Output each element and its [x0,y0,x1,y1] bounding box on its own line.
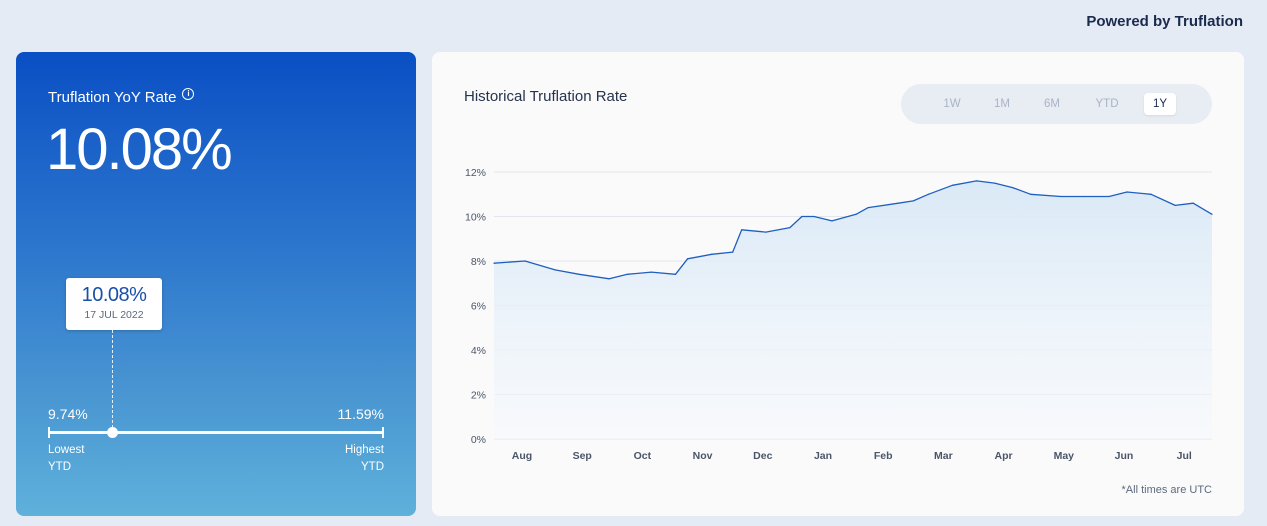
data-point [1211,213,1213,215]
rate-card: Truflation YoY Rate i 10.08% 10.08% 17 J… [16,52,416,516]
range-start-tick [48,427,50,438]
powered-by-label[interactable]: Powered by Truflation [1086,13,1243,30]
timezone-footnote: *All times are UTC [1121,484,1212,496]
data-point [1084,195,1086,198]
range-track [48,431,384,434]
data-point [554,269,556,271]
range-low-label: Lowest YTD [48,442,84,476]
data-point [493,262,495,264]
y-tick-label: 2% [471,390,486,402]
y-tick-label: 0% [471,434,486,446]
data-point [927,193,929,195]
data-point [1192,202,1194,204]
rate-title-text: Truflation YoY Rate [48,89,177,106]
y-tick-label: 8% [471,256,486,268]
data-point [789,227,791,229]
data-point [1150,193,1152,195]
data-point [1030,193,1032,195]
tab-1y[interactable]: 1Y [1144,93,1176,115]
y-tick-label: 12% [465,167,486,179]
range-high-value: 11.59% [337,406,384,422]
data-point [1012,186,1014,189]
y-tick-label: 4% [471,345,486,357]
data-point [813,215,815,218]
data-point [732,251,734,253]
data-point [650,271,653,273]
rate-title: Truflation YoY Rate i [48,87,195,106]
data-point [897,202,899,204]
data-point [1126,191,1128,193]
history-chart: 0% 2% 4% 6% 8% 10% 12% Aug Sep Oct Nov Dec Jan Feb Mar… [465,167,1213,462]
data-point [524,260,526,262]
data-point [993,182,996,184]
data-point [951,184,954,186]
range-high-label-line2: YTD [361,461,384,473]
x-tick-label: Jul [1177,450,1192,462]
x-tick-label: Oct [634,450,652,462]
y-tick-label: 10% [465,212,486,224]
data-point [765,231,767,233]
x-tick-label: Jan [814,450,832,462]
info-icon[interactable]: i [182,87,195,100]
range-low-value: 9.74% [48,406,88,422]
timeframe-tabs: 1W 1M 6M YTD 1Y [901,84,1212,124]
range-end-tick [382,427,384,438]
tab-1w[interactable]: 1W [943,98,961,110]
data-point [1108,195,1110,198]
data-point [975,180,978,182]
tab-6m[interactable]: 6M [1044,98,1060,110]
tooltip-date: 17 JUL 2022 [84,309,144,321]
history-title: Historical Truflation Rate [464,88,628,105]
tab-ytd[interactable]: YTD [1095,98,1119,110]
history-card: Historical Truflation Rate 1W 1M 6M YTD 1Y 0… [432,52,1244,516]
x-tick-label: Apr [995,450,1013,462]
data-point [855,213,857,215]
current-rate-tooltip: 10.08% 17 JUL 2022 [66,278,162,330]
x-tick-label: Feb [874,450,893,462]
rate-value: 10.08% [46,117,233,182]
y-tick-label: 6% [471,301,486,313]
data-point [674,273,677,275]
data-point [912,200,914,202]
range-high-label-line1: Highest [345,444,384,456]
data-point [831,220,833,222]
range-low-label-line2: YTD [48,461,71,473]
data-point [741,229,743,231]
x-tick-label: Mar [934,450,953,462]
range-low-label-line1: Lowest [48,444,85,456]
x-tick-label: Sep [573,450,592,462]
series-area [494,180,1212,439]
x-tick-label: May [1054,450,1075,462]
data-point [801,215,803,218]
data-point [711,253,713,255]
data-point [626,273,628,275]
range-thumb[interactable] [106,427,118,438]
range-high-label: Highest YTD [345,442,384,476]
x-tick-label: Dec [753,450,772,462]
tab-1m[interactable]: 1M [994,98,1010,110]
data-point [686,258,689,260]
tooltip-pointer-line [111,330,113,433]
data-point [578,273,580,275]
data-point [1060,195,1062,198]
data-point [867,207,869,209]
x-tick-label: Nov [693,450,713,462]
x-tick-label: Jun [1115,450,1134,462]
data-point [608,278,610,280]
data-point [1174,204,1176,206]
tooltip-value: 10.08% [81,284,147,306]
x-tick-label: Aug [512,450,532,462]
